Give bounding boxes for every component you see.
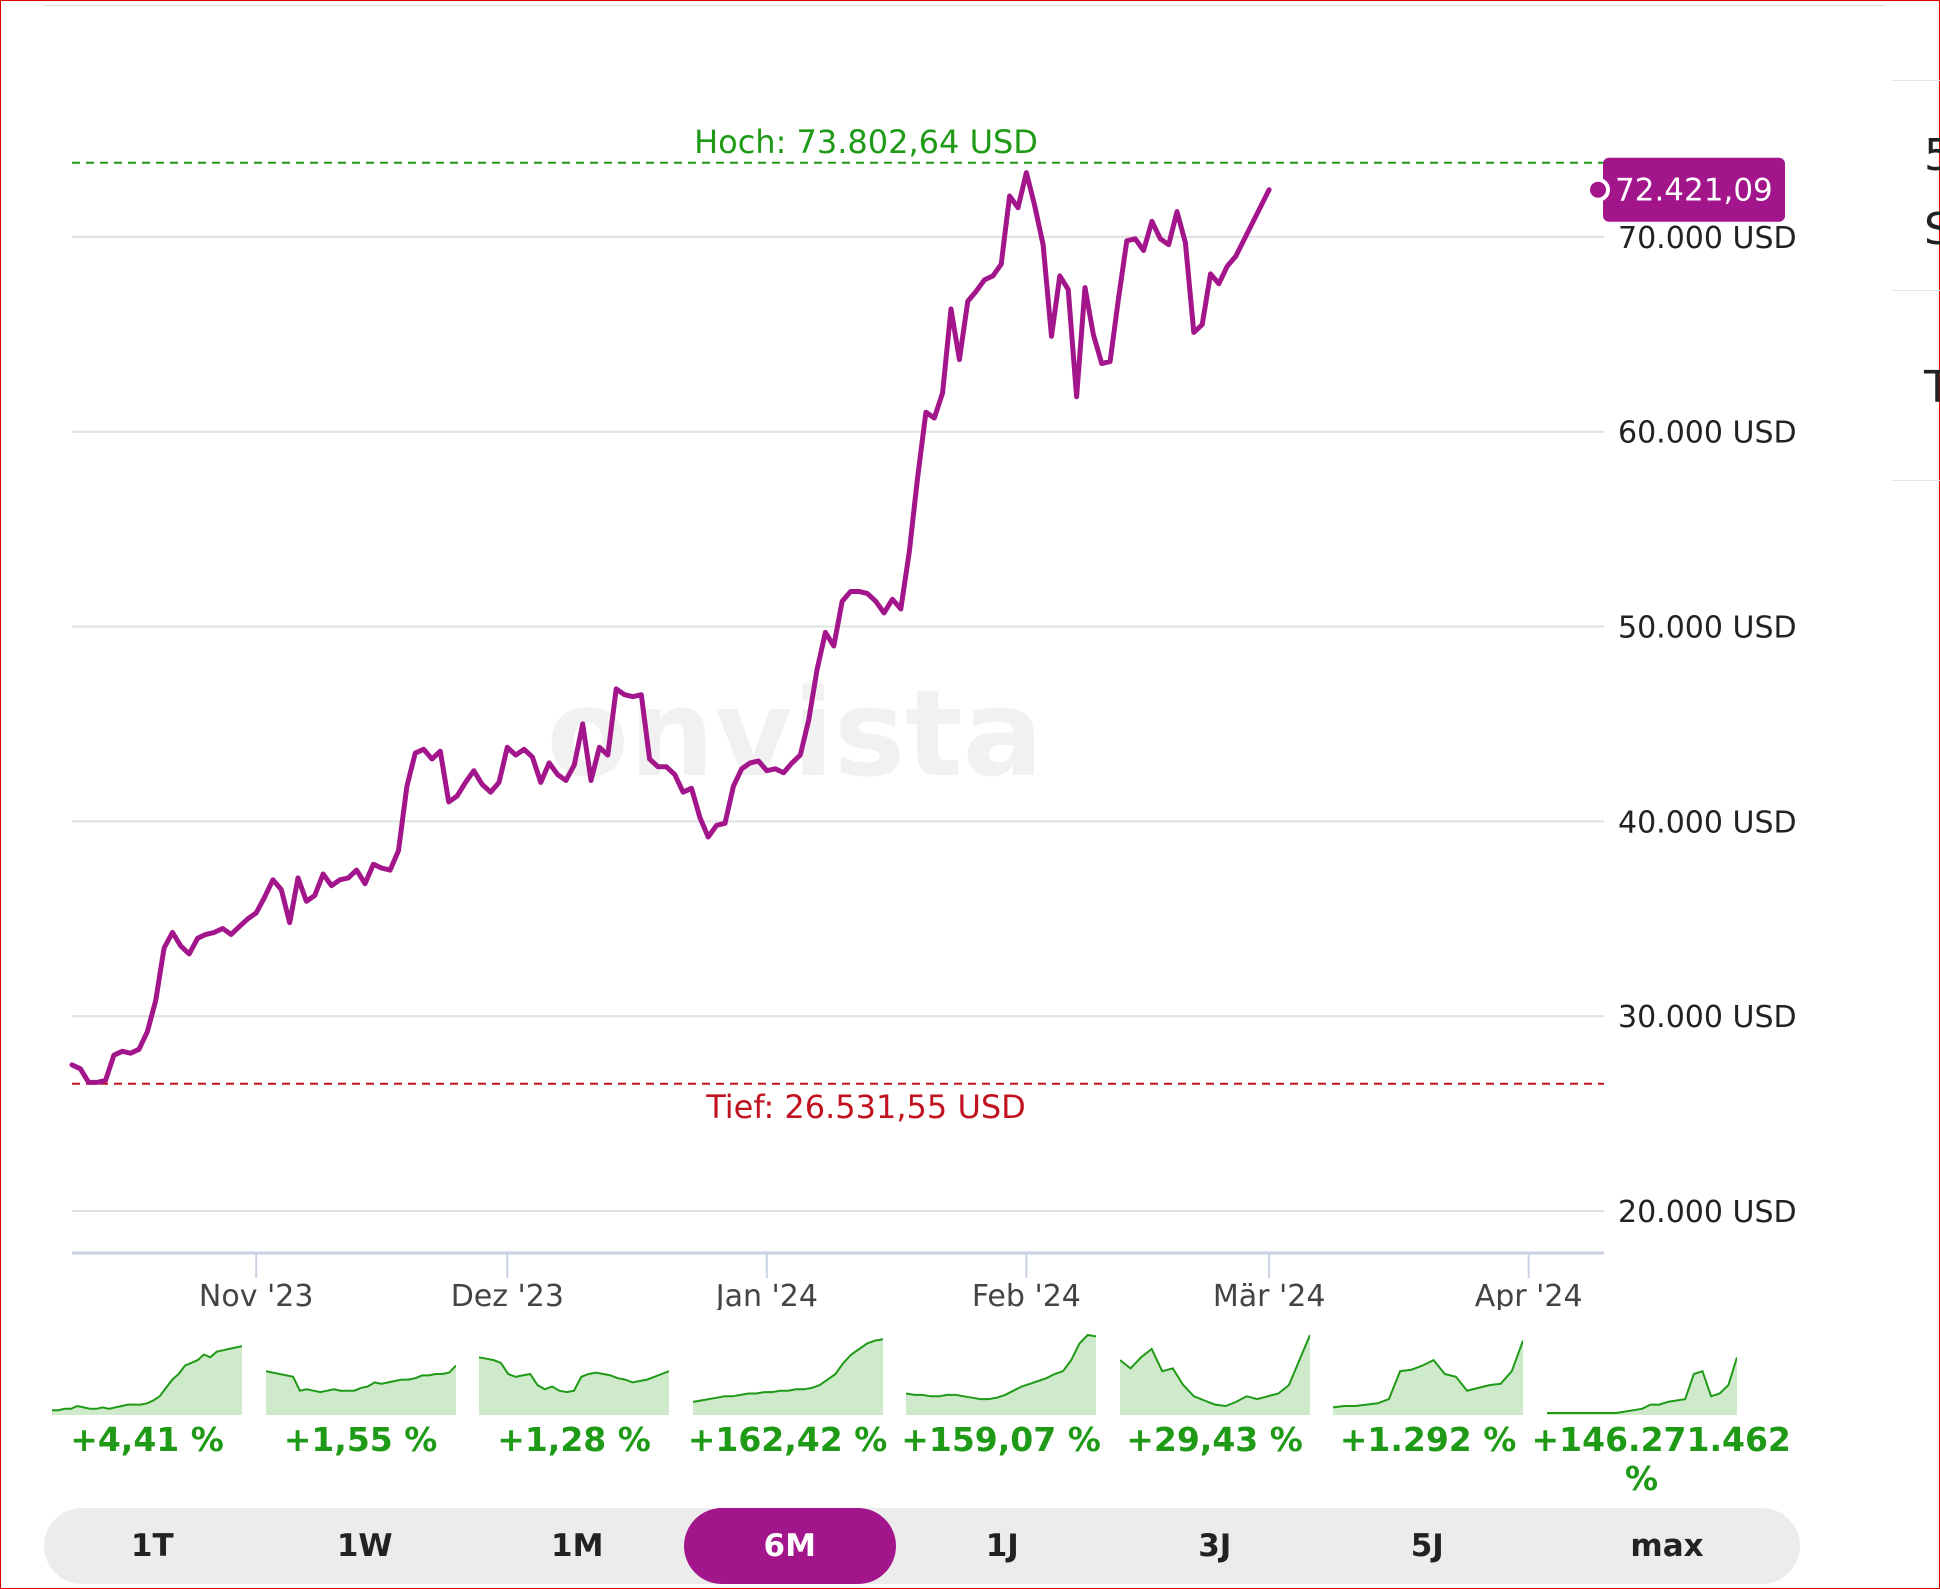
right-panel-edge: 5 S T [1892, 80, 1940, 500]
x-tick-label: Jan '24 [714, 1279, 818, 1310]
sparkline-area [479, 1357, 669, 1415]
perf-value: +1,28 % [497, 1420, 651, 1459]
sparkline-line [265, 1364, 456, 1394]
tab-3j[interactable]: 3J [1198, 1528, 1232, 1564]
perf-tab-4[interactable]: +162,42 % [688, 1325, 887, 1475]
perf-tab-6[interactable]: +29,43 % [1119, 1325, 1310, 1475]
x-tick-label: Nov '23 [199, 1279, 314, 1310]
sparkline-area [1333, 1340, 1523, 1415]
sparkline-area [1119, 1335, 1310, 1415]
tab-1m[interactable]: 1M [551, 1528, 604, 1564]
rail-divider [1892, 290, 1940, 291]
perf-value: +29,43 % [1126, 1420, 1303, 1459]
y-tick-label: 50.000 USD [1618, 611, 1797, 646]
rail-text-fragment: S [1924, 204, 1940, 255]
last-price-label: 72.421,09 [1615, 173, 1773, 209]
timerange-tabs: 1T 1W 1M 6M 1J 3J 5J max [44, 1508, 1800, 1584]
watermark: onvista [547, 665, 1044, 804]
last-price-marker [1586, 177, 1610, 202]
perf-value: +4,41 % [70, 1420, 224, 1459]
sparkline [265, 1364, 456, 1415]
sparkline-line [906, 1333, 1096, 1401]
sparkline-line [1546, 1357, 1737, 1414]
sparkline [1119, 1334, 1310, 1415]
perf-tab-8[interactable]: +146.271.462 % [1532, 1325, 1791, 1498]
y-tick-label: 30.000 USD [1618, 1000, 1797, 1035]
sparkline-area [265, 1365, 456, 1415]
tab-1w[interactable]: 1W [336, 1528, 393, 1564]
high-label: Hoch: 73.802,64 USD [694, 123, 1038, 161]
sparkline-line [1119, 1334, 1310, 1408]
sparkline-line [692, 1338, 883, 1403]
sparkline-line [1333, 1340, 1523, 1409]
price-chart: onvista 20.000 USD 30.000 USD 40.000 USD 50… [69, 123, 1797, 1310]
tab-5j[interactable]: 5J [1410, 1528, 1444, 1564]
perf-value: +146.271.462 % [1531, 1420, 1791, 1498]
sparkline-area [906, 1335, 1096, 1415]
perf-value: +162,42 % [687, 1420, 888, 1459]
perf-tab-1[interactable]: +4,41 % [52, 1325, 242, 1475]
y-tick-label: 70.000 USD [1618, 221, 1797, 256]
x-tick-label: Feb '24 [972, 1279, 1081, 1310]
sparkline [479, 1356, 669, 1415]
tab-max[interactable]: max [1630, 1528, 1704, 1564]
rail-text-fragment: T [1924, 362, 1940, 413]
y-tick-label: 60.000 USD [1618, 416, 1797, 451]
low-label: Tief: 26.531,55 USD [705, 1088, 1026, 1126]
sparkline-area [692, 1339, 883, 1415]
perf-tab-7[interactable]: +1.292 % [1333, 1325, 1523, 1475]
perf-value: +1,55 % [283, 1420, 438, 1459]
top-divider [45, 5, 1885, 6]
rail-text-fragment: 5 [1924, 130, 1940, 181]
sparkline [1546, 1357, 1737, 1415]
tab-1j[interactable]: 1J [985, 1528, 1019, 1564]
perf-tab-5[interactable]: +159,07 % [901, 1325, 1101, 1475]
sparkline [906, 1333, 1096, 1415]
perf-value: +159,07 % [901, 1420, 1101, 1459]
last-price-badge [1603, 157, 1785, 222]
performance-tabs: +4,41 % +1,55 % +1,28 % +162,42 % +159,07 % +… [52, 1325, 1812, 1498]
sparkline-area [52, 1346, 242, 1415]
perf-tab-3[interactable]: +1,28 % [479, 1325, 669, 1475]
sparkline-line [52, 1345, 242, 1412]
price-line [69, 170, 1272, 1085]
x-tick-label: Dez '23 [451, 1279, 564, 1310]
sparkline [52, 1345, 242, 1415]
sparkline-area [1546, 1357, 1737, 1415]
perf-value: +1.292 % [1339, 1420, 1517, 1459]
y-tick-label: 20.000 USD [1618, 1195, 1797, 1230]
rail-divider [1892, 80, 1940, 81]
sparkline-line [479, 1356, 669, 1394]
x-tick-label: Mär '24 [1213, 1279, 1326, 1310]
sparkline [1333, 1340, 1523, 1415]
y-tick-label: 40.000 USD [1618, 805, 1797, 840]
x-tick-label: Apr '24 [1475, 1279, 1583, 1310]
rail-divider [1892, 480, 1940, 481]
perf-tab-2[interactable]: +1,55 % [265, 1325, 456, 1475]
sparkline [692, 1338, 883, 1415]
tab-6m[interactable]: 6M [683, 1508, 896, 1584]
tab-1t[interactable]: 1T [130, 1528, 174, 1564]
